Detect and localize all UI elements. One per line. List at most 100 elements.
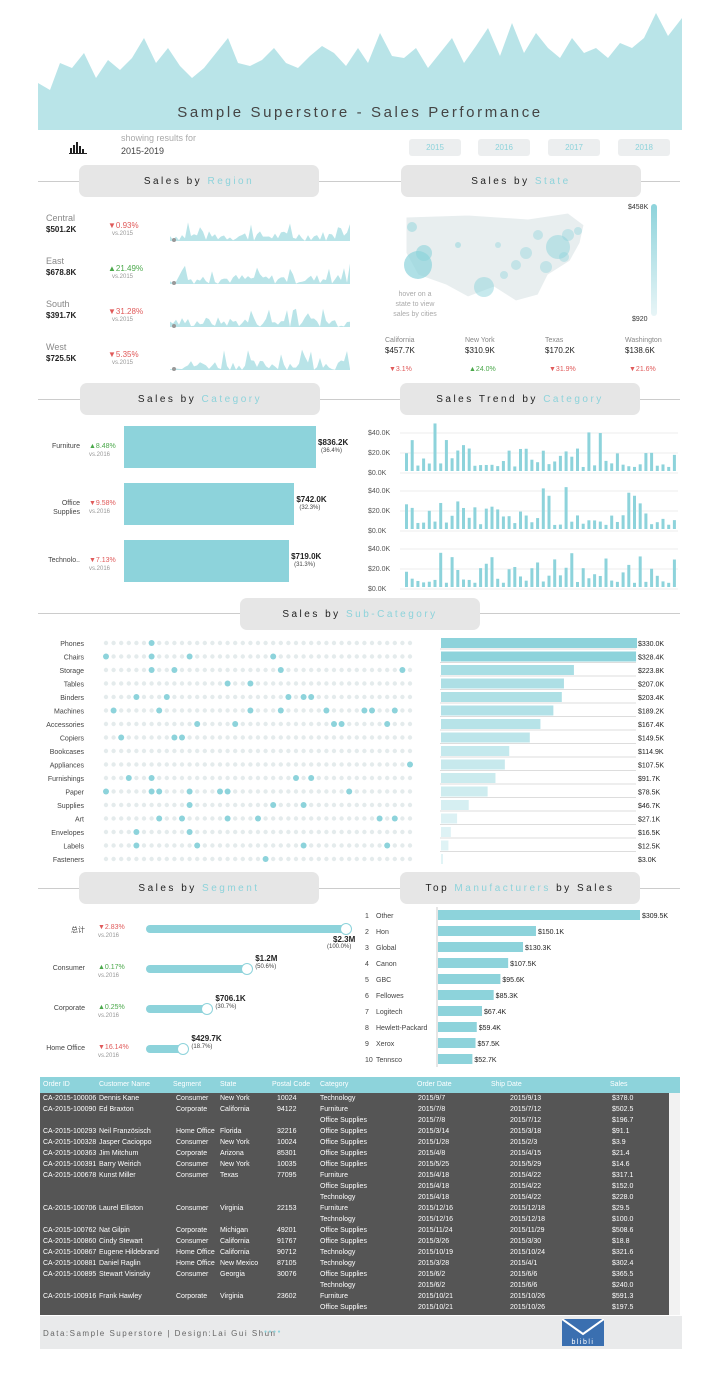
table-cell: 23602: [277, 1293, 297, 1300]
category-bar[interactable]: [124, 483, 295, 525]
subcategory-bar[interactable]: [441, 665, 574, 675]
table-row[interactable]: Office Supplies 2015/10/21 2015/10/26 $197.…: [40, 1302, 669, 1313]
subcategory-dot: [392, 681, 397, 686]
subcategory-bar[interactable]: [441, 813, 458, 824]
table-column-header[interactable]: Order ID: [43, 1081, 70, 1088]
state-name: Texas: [545, 337, 564, 344]
table-row[interactable]: Technology 2015/12/16 2015/12/18 $100.0: [40, 1214, 669, 1225]
subcategory-bar[interactable]: [441, 827, 451, 837]
us-state-map[interactable]: [398, 205, 618, 325]
subcategory-bar[interactable]: [441, 746, 510, 756]
year-button-2017[interactable]: 2017: [548, 139, 600, 156]
year-button-2018[interactable]: 2018: [618, 139, 670, 156]
subcategory-bar[interactable]: [441, 759, 505, 770]
manufacturer-bar[interactable]: [438, 958, 509, 968]
manufacturer-bar[interactable]: [438, 1006, 482, 1016]
subcategory-dot: [141, 735, 147, 740]
segment-handle[interactable]: [340, 923, 352, 935]
segment-handle[interactable]: [177, 1043, 190, 1055]
subcategory-dot: [233, 762, 238, 767]
subcategory-dot: [293, 735, 299, 740]
subcategory-dot: [232, 721, 239, 727]
table-row[interactable]: Office Supplies 2015/4/18 2015/4/22 $152.0: [40, 1181, 669, 1192]
table-row[interactable]: Technology 2015/4/18 2015/4/22 $228.0: [40, 1192, 669, 1203]
table-row[interactable]: CA-2015-100293 Neil Französisch Home Offic…: [40, 1126, 669, 1137]
subcategory-bar[interactable]: [441, 800, 469, 810]
table-row[interactable]: Technology 2015/6/2 2015/6/6 $240.0: [40, 1280, 669, 1291]
subcategory-dot: [210, 667, 215, 673]
subcategory-bar[interactable]: [441, 786, 488, 797]
category-bar[interactable]: [124, 426, 316, 468]
table-cell: $152.0: [612, 1183, 634, 1190]
segment-handle[interactable]: [201, 1003, 214, 1015]
table-row[interactable]: CA-2015-100328 Jasper Cacioppo Consumer New…: [40, 1137, 669, 1148]
manufacturer-bar[interactable]: [438, 1054, 473, 1064]
table-cell: CA-2015-100363: [43, 1150, 97, 1157]
table-column-header[interactable]: Ship Date: [491, 1081, 522, 1088]
subcategory-dot: [255, 829, 261, 835]
table-row[interactable]: CA-2015-100678 Kunst Miller Consumer Texas 7…: [40, 1170, 669, 1181]
subcategory-bar[interactable]: [441, 732, 530, 743]
table-column-header[interactable]: Customer Name: [99, 1081, 150, 1088]
subcategory-name: Furnishings: [48, 776, 85, 783]
table-row[interactable]: CA-2015-100867 Eugene Hildebrand Home Offi…: [40, 1247, 669, 1258]
subcategory-bar[interactable]: [441, 692, 562, 702]
table-row[interactable]: CA-2015-100860 Cindy Stewart Consumer Calif…: [40, 1236, 669, 1247]
subcategory-bar[interactable]: [441, 638, 637, 648]
segment-bar[interactable]: [146, 965, 248, 973]
subcategory-dot: [385, 735, 390, 740]
segment-bar[interactable]: [146, 1045, 184, 1053]
segment-handle[interactable]: [241, 963, 254, 975]
table-scrollbar[interactable]: [669, 1093, 680, 1315]
mail-icon[interactable]: blibli: [562, 1319, 604, 1346]
year-button-2015[interactable]: 2015: [409, 139, 461, 156]
year-button-2016[interactable]: 2016: [478, 139, 530, 156]
category-bar[interactable]: [124, 540, 290, 582]
table-row[interactable]: Office Supplies 2015/7/8 2015/7/12 $196.7: [40, 1115, 669, 1126]
table-column-header[interactable]: Segment: [173, 1081, 202, 1088]
segment-bar[interactable]: [146, 925, 346, 933]
table-column-header[interactable]: State: [220, 1081, 237, 1088]
subcategory-bar[interactable]: [441, 705, 554, 716]
subcategory-dot: [339, 694, 344, 700]
subcategory-dot: [225, 640, 230, 646]
subcategory-dot: [376, 815, 383, 822]
subcategory-bar[interactable]: [441, 840, 449, 851]
subcategory-bar[interactable]: [441, 854, 443, 864]
table-row[interactable]: CA-2015-100006 Dennis Kane Consumer New Yor…: [40, 1093, 669, 1104]
manufacturer-bar[interactable]: [438, 942, 524, 952]
table-row[interactable]: CA-2015-100706 Laurel Elliston Consumer Vir…: [40, 1203, 669, 1214]
table-row[interactable]: CA-2015-100916 Frank Hawley Corporate Virgi…: [40, 1291, 669, 1302]
manufacturer-bar[interactable]: [438, 926, 536, 936]
table-row[interactable]: CA-2015-100363 Jim Mitchum Corporate Arizon…: [40, 1148, 669, 1159]
subcategory-dot: [347, 802, 352, 808]
subcategory-dot: [339, 789, 344, 794]
segment-bar[interactable]: [146, 1005, 208, 1013]
manufacturer-bar[interactable]: [438, 974, 501, 984]
subcategory-bar[interactable]: [441, 651, 637, 662]
subcategory-dot: [331, 640, 337, 646]
manufacturer-bar[interactable]: [438, 910, 640, 920]
table-column-header[interactable]: Category: [320, 1081, 349, 1088]
table-row[interactable]: CA-2015-100090 Ed Braxton Corporate Califor…: [40, 1104, 669, 1115]
subcategory-bar[interactable]: [441, 719, 541, 729]
trend-bar: [615, 453, 619, 471]
subcategory-bar[interactable]: [441, 773, 496, 783]
subcategory-dot: [400, 789, 405, 794]
manufacturer-bar[interactable]: [438, 1038, 476, 1048]
manufacturer-bar[interactable]: [438, 990, 494, 1000]
subcategory-dot: [195, 694, 200, 700]
orders-table[interactable]: CA-2015-100006 Dennis Kane Consumer New Yor…: [40, 1093, 669, 1315]
trend-bar: [524, 448, 528, 471]
subcategory-dot: [324, 816, 329, 821]
table-column-header[interactable]: Order Date: [417, 1081, 452, 1088]
manufacturer-bar[interactable]: [438, 1022, 477, 1032]
table-column-header[interactable]: Postal Code: [272, 1081, 311, 1088]
table-column-header[interactable]: Sales: [610, 1081, 628, 1088]
subcategory-bar[interactable]: [441, 678, 564, 689]
subcategory-dot: [157, 802, 162, 808]
table-row[interactable]: CA-2015-100895 Stewart Visinsky Consumer Ge…: [40, 1269, 669, 1280]
table-row[interactable]: CA-2015-100391 Barry Weirich Consumer New Y…: [40, 1159, 669, 1170]
table-row[interactable]: CA-2015-100881 Daniel Raglin Home Office Ne…: [40, 1258, 669, 1269]
table-row[interactable]: CA-2015-100762 Nat Gilpin Corporate Michiga…: [40, 1225, 669, 1236]
